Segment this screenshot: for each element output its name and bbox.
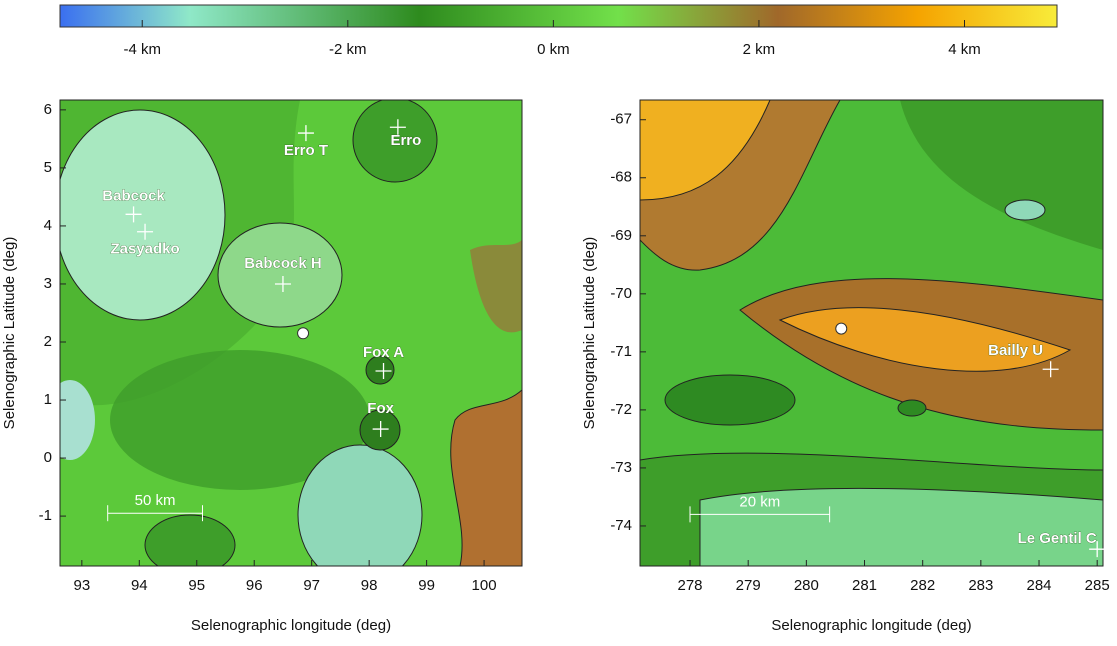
crater-label: Babcock	[102, 187, 165, 204]
y-axis-label: Selenographic Latitude (deg)	[1, 237, 18, 430]
y-tick-label: 2	[44, 333, 52, 350]
x-tick-label: 285	[1085, 577, 1110, 594]
crater-label: Fox	[367, 400, 394, 417]
x-tick-label: 284	[1027, 577, 1052, 594]
crater-label: Le Gentil C	[1018, 530, 1097, 547]
site-marker	[836, 323, 847, 334]
crater-label: Erro T	[284, 142, 328, 159]
x-tick-label: 98	[361, 577, 378, 594]
x-tick-label: 281	[852, 577, 877, 594]
y-tick-label: -72	[610, 401, 632, 418]
y-tick-label: -70	[610, 285, 632, 302]
y-tick-label: -68	[610, 169, 632, 186]
y-tick-label: -1	[39, 507, 52, 524]
x-tick-label: 278	[678, 577, 703, 594]
colorbar	[60, 5, 1057, 27]
y-tick-label: 1	[44, 391, 52, 408]
y-tick-label: -74	[610, 517, 632, 534]
scale-bar-label: 20 km	[739, 493, 780, 510]
x-tick-label: 95	[188, 577, 205, 594]
x-tick-label: 93	[73, 577, 90, 594]
x-tick-label: 94	[131, 577, 148, 594]
y-axis-label: Selenographic Latitude (deg)	[581, 237, 598, 430]
scale-bar-label: 50 km	[135, 492, 176, 509]
x-tick-label: 97	[303, 577, 320, 594]
terrain-right	[640, 100, 1103, 566]
x-axis-label: Selenographic longitude (deg)	[191, 617, 391, 634]
terrain-left	[45, 98, 522, 585]
y-tick-label: 6	[44, 101, 52, 118]
crater-label: Zasyadko	[110, 241, 179, 258]
crater-label: Babcock H	[244, 255, 322, 272]
colorbar-tick-label: -4 km	[123, 41, 161, 58]
x-tick-label: 100	[472, 577, 497, 594]
y-tick-label: -71	[610, 343, 632, 360]
y-tick-label: 3	[44, 275, 52, 292]
x-tick-label: 279	[736, 577, 761, 594]
y-tick-label: -67	[610, 111, 632, 128]
crater-label: Erro	[390, 132, 421, 149]
x-axis-label: Selenographic longitude (deg)	[771, 617, 971, 634]
y-tick-label: -73	[610, 459, 632, 476]
x-tick-label: 282	[910, 577, 935, 594]
x-tick-label: 99	[418, 577, 435, 594]
crater-label: Fox A	[363, 344, 404, 361]
x-tick-label: 280	[794, 577, 819, 594]
colorbar-tick-label: 2 km	[743, 41, 776, 58]
y-tick-label: 0	[44, 449, 52, 466]
colorbar-tick-label: -2 km	[329, 41, 367, 58]
colorbar-tick-label: 0 km	[537, 41, 570, 58]
y-tick-label: 5	[44, 159, 52, 176]
colorbar-tick-label: 4 km	[948, 41, 981, 58]
y-tick-label: 4	[44, 217, 52, 234]
x-tick-label: 283	[968, 577, 993, 594]
y-tick-label: -69	[610, 227, 632, 244]
figure: -4 km -2 km 0 km 2 km 4 km 93 94 95 96 97 98 99 100 -…	[0, 0, 1117, 641]
crater-label: Bailly U	[988, 342, 1043, 359]
x-tick-label: 96	[246, 577, 263, 594]
site-marker	[298, 328, 309, 339]
